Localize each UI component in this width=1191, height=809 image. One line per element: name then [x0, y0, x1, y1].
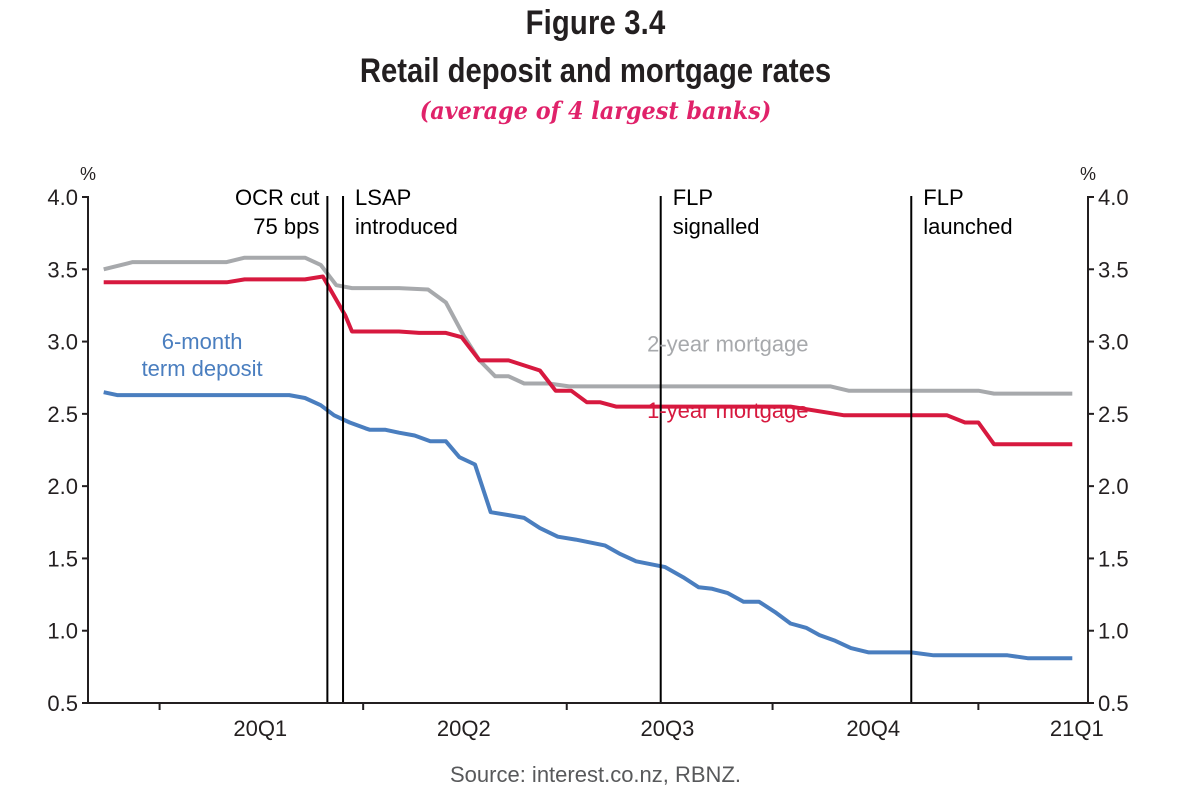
- event-label-line: launched: [923, 214, 1012, 239]
- event-label-line: OCR cut: [235, 185, 319, 210]
- event-label: FLP launched: [923, 185, 1012, 239]
- labels-layer: 2-year mortgage 1-year mortgage 6-month ter…: [142, 185, 1013, 423]
- series-label-mortgage-2y: 2-year mortgage: [647, 332, 808, 357]
- x-tick-label: 21Q1: [1050, 716, 1104, 741]
- y-tick-label-left: 1.0: [47, 619, 78, 644]
- y-unit-label-right: %: [1080, 164, 1096, 184]
- chart-title: Retail deposit and mortgage rates: [359, 52, 832, 90]
- y-tick-label-right: 1.0: [1098, 619, 1129, 644]
- y-tick-label-right: 3.0: [1098, 330, 1129, 355]
- y-tick-label-right: 2.5: [1098, 402, 1129, 427]
- x-tick-label: 20Q4: [846, 716, 900, 741]
- event-label-line: 75 bps: [253, 214, 319, 239]
- event-label-line: FLP: [673, 185, 713, 210]
- series-line-mortgage-2y: [103, 255, 1073, 396]
- series-label-mortgage-1y: 1-year mortgage: [647, 398, 808, 423]
- series-label-line: 2-year mortgage: [647, 332, 808, 357]
- y-tick-label-left: 4.0: [47, 185, 78, 210]
- event-label: LSAP introduced: [355, 185, 458, 239]
- series-label-line: 1-year mortgage: [647, 398, 808, 423]
- event-label-line: signalled: [673, 214, 760, 239]
- chart-subtitle: (average of 4 largest banks): [419, 96, 772, 125]
- x-tick-label: 20Q2: [437, 716, 491, 741]
- y-tick-label-right: 4.0: [1098, 185, 1129, 210]
- series-label-line: 6-month: [162, 329, 243, 354]
- figure-number: Figure 3.4: [525, 4, 666, 42]
- y-tick-label-right: 2.0: [1098, 474, 1129, 499]
- series-layer: [103, 255, 1073, 661]
- y-tick-label-left: 3.0: [47, 330, 78, 355]
- source-note: Source: interest.co.nz, RBNZ.: [450, 762, 741, 787]
- event-label: OCR cut 75 bps: [235, 185, 319, 239]
- y-tick-label-right: 0.5: [1098, 691, 1129, 716]
- y-tick-label-right: 1.5: [1098, 546, 1129, 571]
- event-label-line: introduced: [355, 214, 458, 239]
- y-tick-label-left: 1.5: [47, 546, 78, 571]
- event-lines-layer: [326, 196, 913, 703]
- series-label-term-deposit: 6-month term deposit: [142, 329, 263, 381]
- y-tick-label-left: 2.0: [47, 474, 78, 499]
- event-label-line: FLP: [923, 185, 963, 210]
- axes-layer: 0.5 0.5 1.0 1.0 1.5 1.5 2.0 2.0 2.5 2.5 3.0 3.0 3.5 3…: [47, 164, 1128, 741]
- y-tick-label-left: 3.5: [47, 257, 78, 282]
- y-unit-label-left: %: [80, 164, 96, 184]
- event-label: FLP signalled: [673, 185, 760, 239]
- series-line-term-deposit: [103, 390, 1073, 661]
- event-label-line: LSAP: [355, 185, 411, 210]
- x-tick-label: 20Q3: [641, 716, 695, 741]
- x-tick-label: 20Q1: [233, 716, 287, 741]
- y-tick-label-right: 3.5: [1098, 257, 1129, 282]
- series-label-line: term deposit: [142, 356, 263, 381]
- y-tick-label-left: 2.5: [47, 402, 78, 427]
- y-tick-label-left: 0.5: [47, 691, 78, 716]
